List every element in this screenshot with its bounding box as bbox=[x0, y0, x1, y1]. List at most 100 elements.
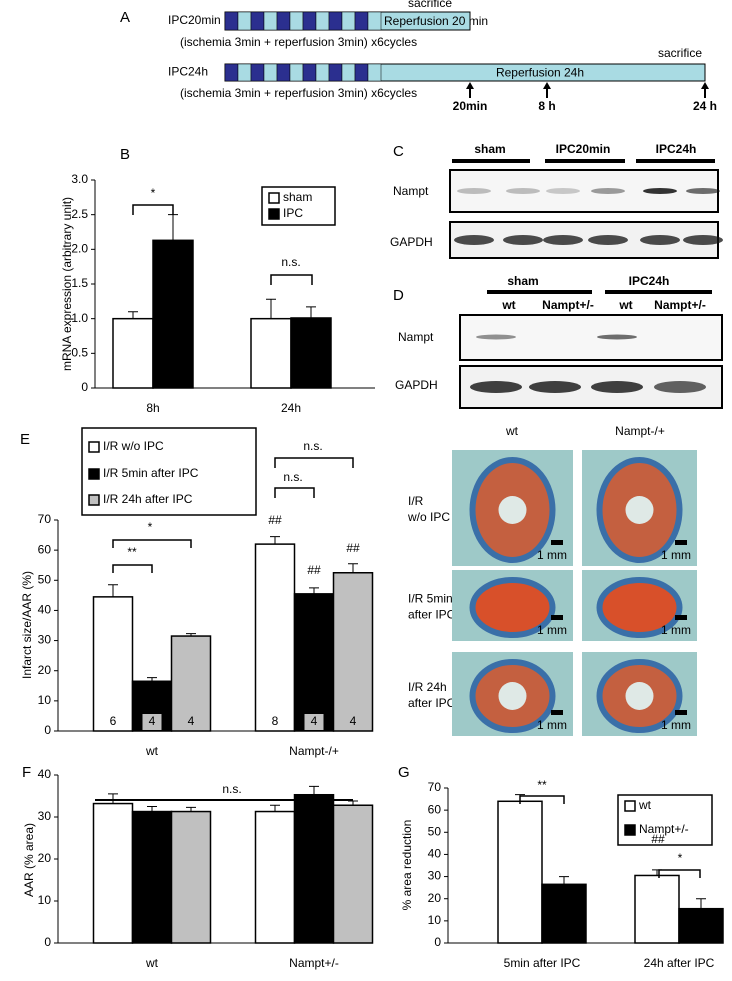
legend-label: I/R 24h after IPC bbox=[103, 492, 193, 506]
cycle-block bbox=[354, 63, 369, 82]
y-tick-label: 0 bbox=[81, 380, 88, 394]
protocol-name: IPC24h bbox=[168, 65, 208, 79]
bracket bbox=[274, 487, 315, 498]
y-tick-label: 3.0 bbox=[71, 172, 88, 186]
photo-row-line: I/R bbox=[408, 494, 424, 508]
blot-band bbox=[470, 381, 522, 393]
bar bbox=[112, 317, 154, 389]
y-tick-label: 10 bbox=[38, 893, 52, 907]
bar bbox=[541, 883, 587, 944]
legend-swatch bbox=[624, 824, 636, 836]
x-tick-label: 5min after IPC bbox=[504, 956, 581, 970]
blot-band bbox=[588, 235, 628, 245]
annotation: ## bbox=[268, 513, 282, 527]
blot-band bbox=[660, 335, 700, 340]
cycles-label: (ischemia 3min + reperfusion 3min) x6cyc… bbox=[180, 35, 417, 49]
error-bar bbox=[128, 311, 138, 319]
legend-label: I/R 5min after IPC bbox=[103, 466, 199, 480]
blot-band bbox=[591, 188, 625, 194]
blot-band bbox=[457, 188, 491, 194]
timepoint-label: 20min bbox=[453, 99, 488, 113]
blot-group: IPC24h bbox=[656, 142, 697, 156]
blot-group: IPC20min bbox=[556, 142, 611, 156]
legend-swatch bbox=[624, 800, 636, 812]
cycle-block bbox=[263, 11, 278, 31]
blot-band bbox=[454, 235, 494, 245]
y-axis-label: % area reduction bbox=[400, 820, 414, 911]
x-tick-label: Nampt-/+ bbox=[289, 744, 339, 758]
bar bbox=[254, 543, 296, 732]
bar bbox=[497, 800, 543, 944]
cycle-block bbox=[354, 11, 369, 31]
annotation: * bbox=[148, 520, 153, 534]
y-tick-label: 1.5 bbox=[71, 276, 88, 290]
legend-label: wt bbox=[638, 798, 652, 812]
bar bbox=[92, 596, 134, 732]
cycle-block bbox=[341, 11, 356, 31]
cycle-block bbox=[302, 63, 317, 82]
bracket bbox=[112, 539, 192, 548]
cycle-block bbox=[302, 11, 317, 31]
scale-bar bbox=[675, 615, 687, 620]
bracket bbox=[270, 274, 313, 285]
scale-label: 1 mm bbox=[661, 623, 691, 637]
cycle-block bbox=[224, 11, 239, 31]
blot-frame bbox=[459, 314, 723, 361]
scale-label: 1 mm bbox=[661, 718, 691, 732]
blot-band bbox=[597, 334, 637, 340]
photo-row-line: w/o IPC bbox=[407, 510, 450, 524]
bar bbox=[170, 810, 212, 944]
bar bbox=[254, 810, 296, 944]
blot-band bbox=[506, 188, 540, 194]
legend-label: I/R w/o IPC bbox=[103, 439, 164, 453]
blot-lane: wt bbox=[618, 298, 632, 312]
scale-bar bbox=[675, 540, 687, 545]
error-bar bbox=[309, 785, 319, 795]
n-box bbox=[181, 714, 201, 730]
error-bar bbox=[348, 563, 358, 573]
y-tick-label: 70 bbox=[428, 780, 442, 794]
x-tick-label: wt bbox=[145, 744, 159, 758]
n-label: 4 bbox=[311, 714, 318, 728]
scale-bar bbox=[551, 710, 563, 715]
x-tick-label: 24h bbox=[281, 401, 301, 415]
y-tick-label: 50 bbox=[428, 824, 442, 838]
y-tick-label: 30 bbox=[38, 633, 52, 647]
bracket bbox=[112, 564, 153, 573]
photo-col: Nampt-/+ bbox=[615, 424, 665, 438]
error-bar bbox=[309, 587, 319, 594]
cycles-label: (ischemia 3min + reperfusion 3min) x6cyc… bbox=[180, 86, 417, 100]
arrow-head bbox=[701, 82, 709, 89]
blot-band bbox=[535, 335, 575, 340]
scale-label: 1 mm bbox=[537, 718, 567, 732]
error-bar bbox=[108, 584, 118, 597]
error-bar bbox=[559, 876, 569, 885]
n-label: 6 bbox=[110, 714, 117, 728]
blot-group: sham bbox=[507, 274, 538, 288]
legend-swatch bbox=[88, 441, 100, 453]
y-tick-label: 60 bbox=[428, 802, 442, 816]
bracket bbox=[658, 869, 701, 878]
n-box bbox=[304, 714, 324, 730]
y-tick-label: 60 bbox=[38, 542, 52, 556]
photo-row-line: I/R 24h bbox=[408, 680, 447, 694]
annotation: n.s. bbox=[283, 470, 302, 484]
blot-row: Nampt bbox=[398, 330, 434, 344]
panel-label: C bbox=[393, 143, 404, 160]
error-bar bbox=[168, 214, 178, 241]
timepoint-label: 8 h bbox=[538, 99, 555, 113]
n-label: 4 bbox=[188, 714, 195, 728]
y-tick-label: 2.5 bbox=[71, 207, 88, 221]
error-bar bbox=[652, 869, 662, 876]
scale-bar bbox=[551, 615, 563, 620]
bracket bbox=[132, 204, 174, 215]
sacrifice-label: sacrifice bbox=[408, 0, 452, 10]
bar bbox=[250, 317, 292, 389]
cycle-block bbox=[237, 11, 252, 31]
blot-row: GAPDH bbox=[395, 378, 438, 392]
y-axis-label: Infarct size/AAR (%) bbox=[20, 571, 34, 679]
annotation: ## bbox=[346, 541, 360, 555]
y-tick-label: 40 bbox=[428, 847, 442, 861]
blot-row: GAPDH bbox=[390, 235, 433, 249]
